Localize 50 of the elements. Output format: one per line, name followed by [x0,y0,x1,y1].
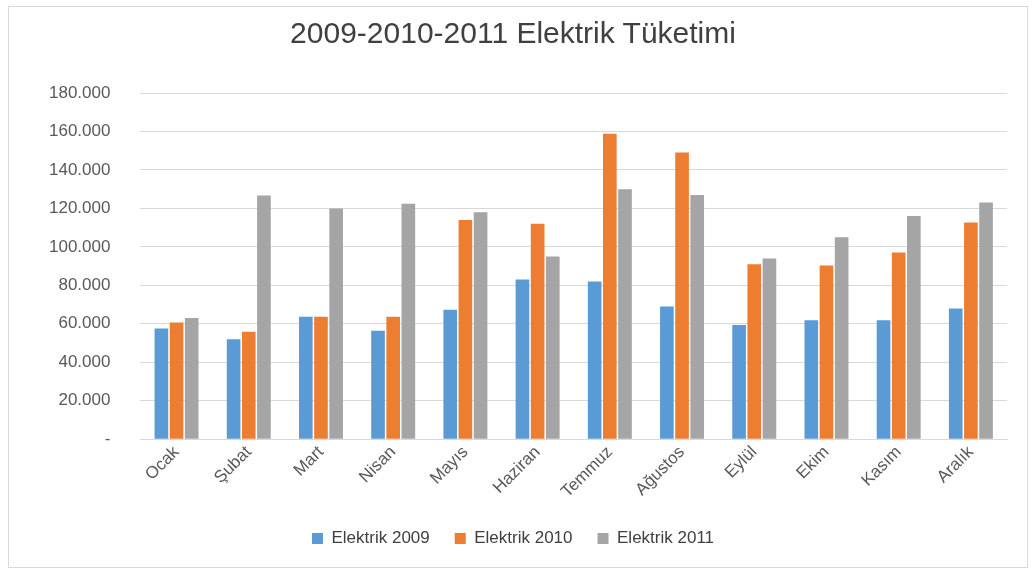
bar [515,279,530,439]
bar [314,316,328,439]
bar [587,281,602,439]
bar [386,316,401,439]
bar [473,212,488,439]
bar [907,216,921,439]
bar [762,258,777,439]
legend-label: Elektrik 2010 [474,528,573,548]
legend-label: Elektrik 2011 [617,528,715,548]
bar [690,194,705,439]
bar [660,306,674,439]
y-tick-label: 160.000 [49,121,111,141]
bar [458,219,473,439]
bar [603,133,617,439]
bar [545,256,560,439]
bar [819,265,834,439]
bar [371,330,385,439]
bar [732,324,746,439]
y-tick-label: 80.000 [58,275,111,294]
bar [876,320,891,439]
bar [891,252,906,439]
y-tick-label: 120.000 [49,198,111,218]
y-tick-label: 40.000 [58,351,111,371]
bar [804,320,819,439]
y-tick-label: 140.000 [49,159,111,179]
y-tick-label: 60.000 [58,313,111,333]
bar [329,208,343,439]
y-tick-label: 20.000 [58,390,111,410]
bar [618,189,632,439]
bar [184,318,199,439]
y-tick-label: 100.000 [49,236,111,256]
bar [979,202,993,439]
bar [169,322,184,439]
bar [154,328,169,439]
bar [298,316,313,439]
bar [834,237,849,439]
bar [948,308,963,439]
y-tick-label: - [104,428,111,448]
legend-label: Elektrik 2009 [331,528,430,548]
bar [241,331,256,439]
bar [747,264,762,439]
y-tick-label: 180.000 [49,82,111,102]
chart-title: 2009-2010-2011 Elektrik Tüketimi [290,16,736,50]
bar [675,152,689,439]
bar [226,339,241,439]
bar [964,222,978,439]
bar [401,203,416,439]
bar [530,223,545,439]
bar [257,195,271,439]
bar [443,309,458,439]
